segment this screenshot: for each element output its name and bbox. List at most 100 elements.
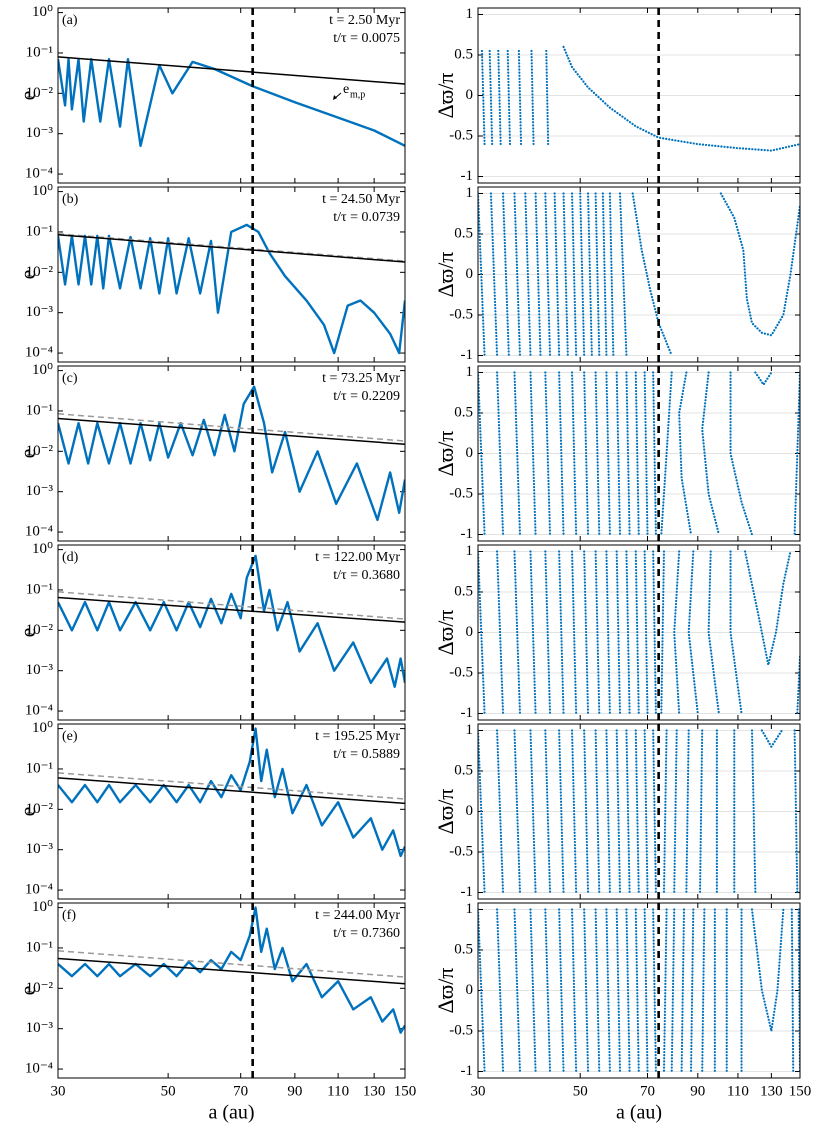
series-line: [58, 772, 405, 800]
y-tick-label: 10⁰: [32, 899, 53, 915]
frame: [57, 544, 406, 721]
y-tick-label: 1: [466, 364, 474, 380]
plot: [58, 187, 405, 362]
y-tick-label: 10⁻⁴: [25, 1060, 53, 1076]
y-axis-label: Δϖ/π: [433, 968, 458, 1014]
y-tick-label: 10⁻³: [26, 125, 54, 141]
y-tick-label: 0.5: [454, 225, 473, 241]
note: e: [343, 82, 349, 97]
y-tick-label: 10⁻¹: [26, 44, 53, 60]
panel: 10⁰ 10⁻¹ 10⁻² 10⁻³ 10⁻⁴ (b) t = 24.50 Myr t/τ =…: [15, 183, 406, 363]
series-line: [58, 906, 405, 1034]
y-tick-label: 10⁻⁴: [25, 702, 53, 718]
y-tick-label: 10⁰: [32, 362, 53, 378]
y-tick-label: 0.5: [454, 583, 473, 599]
plot: [478, 903, 800, 1078]
y-tick-label: 0: [466, 624, 474, 640]
annotation: t = 73.25 Myr: [322, 371, 400, 386]
plot: [58, 903, 405, 1078]
frame: [477, 365, 801, 542]
y-tick-label: 10⁰: [32, 183, 53, 199]
series-line: [58, 417, 405, 445]
series-line: [58, 58, 405, 148]
series-line: [58, 596, 405, 623]
y-tick-label: -1: [461, 347, 474, 363]
plot-area: [58, 545, 405, 720]
annotation: t/τ = 0.5889: [333, 747, 400, 762]
x-tick-label: 30: [51, 1083, 66, 1099]
y-tick-label: 0.5: [454, 404, 473, 420]
annotation: t/τ = 0.0075: [333, 31, 400, 46]
frame: [477, 723, 801, 900]
series-line: [58, 591, 405, 620]
x-tick-label: 150: [394, 1083, 417, 1099]
y-axis-label: Δϖ/π: [433, 610, 458, 656]
y-axis-label: e: [15, 628, 40, 638]
y-tick-label: 10⁻³: [26, 841, 54, 857]
y-axis-label: Δϖ/π: [433, 252, 458, 298]
annotation: t/τ = 0.2209: [333, 389, 400, 404]
x-tick-label: 70: [233, 1083, 248, 1099]
series-line: [58, 233, 405, 262]
series-line: [58, 554, 405, 688]
y-axis-label: e: [15, 807, 40, 817]
y-tick-label: 10⁻²: [26, 443, 54, 459]
y-axis-label: Δϖ/π: [433, 73, 458, 119]
y-tick-label: 10⁻²: [26, 801, 54, 817]
y-tick-label: 1: [466, 543, 474, 559]
y-tick-label: 1: [466, 185, 474, 201]
frame: [477, 544, 801, 721]
plot: [478, 724, 799, 899]
y-tick-label: 10⁻⁴: [25, 523, 53, 539]
annotation: t = 24.50 Myr: [322, 192, 400, 207]
x-tick-label: 70: [640, 1083, 655, 1099]
frame: [57, 723, 406, 900]
x-tick-label: 110: [727, 1083, 749, 1099]
y-tick-label: 0.5: [454, 941, 473, 957]
series-line: [58, 950, 405, 978]
y-tick-label: -0.5: [449, 664, 473, 680]
x-tick-label: 130: [760, 1083, 783, 1099]
frame: [477, 902, 801, 1079]
frame: [57, 7, 406, 184]
plot: [58, 8, 405, 183]
y-tick-label: -1: [461, 526, 474, 542]
plot-area: [58, 366, 405, 541]
y-tick-label: -1: [461, 1063, 474, 1079]
y-tick-label: -0.5: [449, 1022, 473, 1038]
series-line: [58, 234, 405, 263]
y-tick-label: 10⁻²: [26, 980, 54, 996]
panel: 10⁰ 10⁻¹ 10⁻² 10⁻³ 10⁻⁴ 30 50 70 90 110 130 150 (f) t…: [15, 899, 416, 1124]
x-axis-label: a (au): [208, 1102, 254, 1124]
y-tick-label: 1: [466, 6, 474, 22]
x-tick-label: 110: [327, 1083, 349, 1099]
plot: [478, 545, 800, 720]
plot: [478, 187, 800, 362]
panel-label: (e): [62, 729, 78, 744]
y-tick-label: 10⁻²: [26, 85, 54, 101]
y-tick-label: 10⁻⁴: [25, 344, 53, 360]
y-axis-label: Δϖ/π: [433, 431, 458, 477]
series-line: [58, 957, 405, 985]
y-axis-label: e: [15, 986, 40, 996]
y-axis-label: e: [15, 91, 40, 101]
y-tick-label: 10⁻¹: [26, 223, 53, 239]
y-tick-label: 0: [466, 266, 474, 282]
x-tick-label: 30: [471, 1083, 486, 1099]
y-tick-label: 0.5: [454, 762, 473, 778]
y-tick-label: 0: [466, 445, 474, 461]
series-line: [478, 729, 799, 894]
panel-label: (a): [62, 13, 78, 28]
series-line: [58, 413, 405, 442]
y-tick-label: 10⁻³: [26, 662, 54, 678]
y-tick-label: 0: [466, 87, 474, 103]
panel: -1 -0.5 0 0.5 1 Δϖ/π: [433, 722, 801, 900]
panel: 10⁰ 10⁻¹ 10⁻² 10⁻³ 10⁻⁴ (e) t = 195.25 Myr t/τ …: [15, 720, 406, 900]
y-axis-label: e: [15, 449, 40, 459]
plot: [58, 366, 405, 541]
y-tick-label: 10⁻³: [26, 304, 54, 320]
y-tick-label: 1: [466, 722, 474, 738]
y-axis-label: e: [15, 270, 40, 280]
x-tick-label: 50: [573, 1083, 588, 1099]
